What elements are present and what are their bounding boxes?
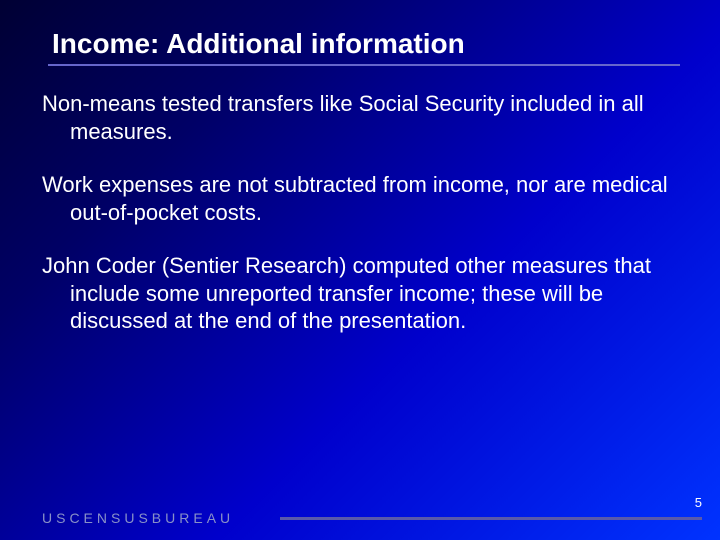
slide-footer: USCENSUSBUREAU 5	[0, 500, 720, 540]
body-paragraph: Non-means tested transfers like Social S…	[70, 90, 668, 145]
slide-body: Non-means tested transfers like Social S…	[0, 66, 720, 335]
slide: Income: Additional information Non-means…	[0, 0, 720, 540]
body-paragraph: John Coder (Sentier Research) computed o…	[70, 252, 668, 335]
census-logo: USCENSUSBUREAU	[42, 510, 234, 526]
body-paragraph: Work expenses are not subtracted from in…	[70, 171, 668, 226]
page-number: 5	[695, 495, 702, 510]
footer-divider	[280, 517, 702, 520]
slide-title: Income: Additional information	[0, 0, 720, 64]
